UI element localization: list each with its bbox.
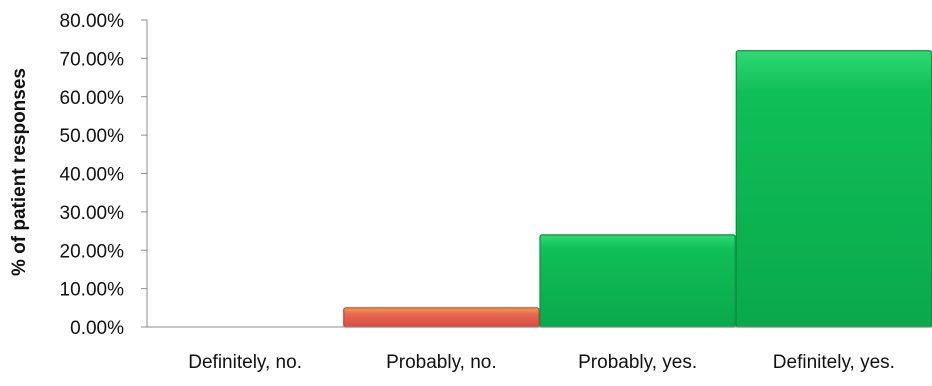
x-tick-label: Definitely, yes. bbox=[773, 352, 895, 373]
y-tick-label: 10.00% bbox=[60, 280, 125, 301]
bar bbox=[343, 307, 540, 328]
y-tick-label: 80.00% bbox=[60, 11, 125, 32]
y-tick-label: 0.00% bbox=[70, 318, 124, 339]
bar bbox=[735, 50, 932, 328]
x-tick-label: Probably, yes. bbox=[578, 352, 697, 373]
x-tick-label: Definitely, no. bbox=[188, 352, 302, 373]
y-axis-title: % of patient responses bbox=[9, 68, 30, 276]
y-tick-label: 40.00% bbox=[60, 165, 125, 186]
y-tick-label: 60.00% bbox=[60, 88, 125, 109]
y-tick-label: 50.00% bbox=[60, 126, 125, 147]
x-tick-label: Probably, no. bbox=[386, 352, 497, 373]
y-tick-label: 20.00% bbox=[60, 241, 125, 262]
y-tick-label: 70.00% bbox=[60, 49, 125, 70]
bar bbox=[539, 234, 736, 328]
y-tick-label: 30.00% bbox=[60, 203, 125, 224]
